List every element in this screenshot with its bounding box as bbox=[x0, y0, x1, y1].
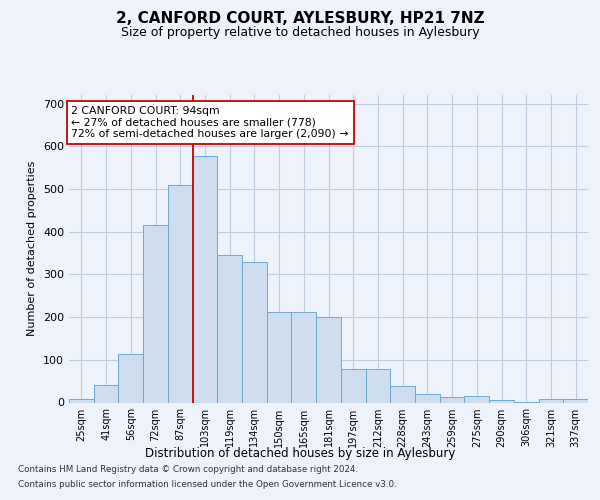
Bar bbox=[242, 262, 267, 402]
Text: Size of property relative to detached houses in Aylesbury: Size of property relative to detached ho… bbox=[121, 26, 479, 39]
Bar bbox=[168, 184, 193, 402]
Bar bbox=[292, 312, 316, 402]
Bar bbox=[193, 156, 217, 402]
Text: 2, CANFORD COURT, AYLESBURY, HP21 7NZ: 2, CANFORD COURT, AYLESBURY, HP21 7NZ bbox=[116, 11, 484, 26]
Bar bbox=[415, 394, 440, 402]
Bar bbox=[365, 369, 390, 402]
Text: Contains public sector information licensed under the Open Government Licence v3: Contains public sector information licen… bbox=[18, 480, 397, 489]
Bar bbox=[341, 369, 365, 402]
Bar bbox=[539, 399, 563, 402]
Bar bbox=[464, 396, 489, 402]
Bar bbox=[217, 255, 242, 402]
Text: 2 CANFORD COURT: 94sqm
← 27% of detached houses are smaller (778)
72% of semi-de: 2 CANFORD COURT: 94sqm ← 27% of detached… bbox=[71, 106, 349, 139]
Bar bbox=[390, 386, 415, 402]
Bar bbox=[118, 354, 143, 403]
Text: Distribution of detached houses by size in Aylesbury: Distribution of detached houses by size … bbox=[145, 448, 455, 460]
Y-axis label: Number of detached properties: Number of detached properties bbox=[28, 161, 37, 336]
Bar bbox=[489, 400, 514, 402]
Text: Contains HM Land Registry data © Crown copyright and database right 2024.: Contains HM Land Registry data © Crown c… bbox=[18, 465, 358, 474]
Bar bbox=[267, 312, 292, 402]
Bar bbox=[563, 399, 588, 402]
Bar bbox=[69, 399, 94, 402]
Bar bbox=[316, 317, 341, 402]
Bar bbox=[94, 386, 118, 402]
Bar bbox=[440, 397, 464, 402]
Bar bbox=[143, 226, 168, 402]
